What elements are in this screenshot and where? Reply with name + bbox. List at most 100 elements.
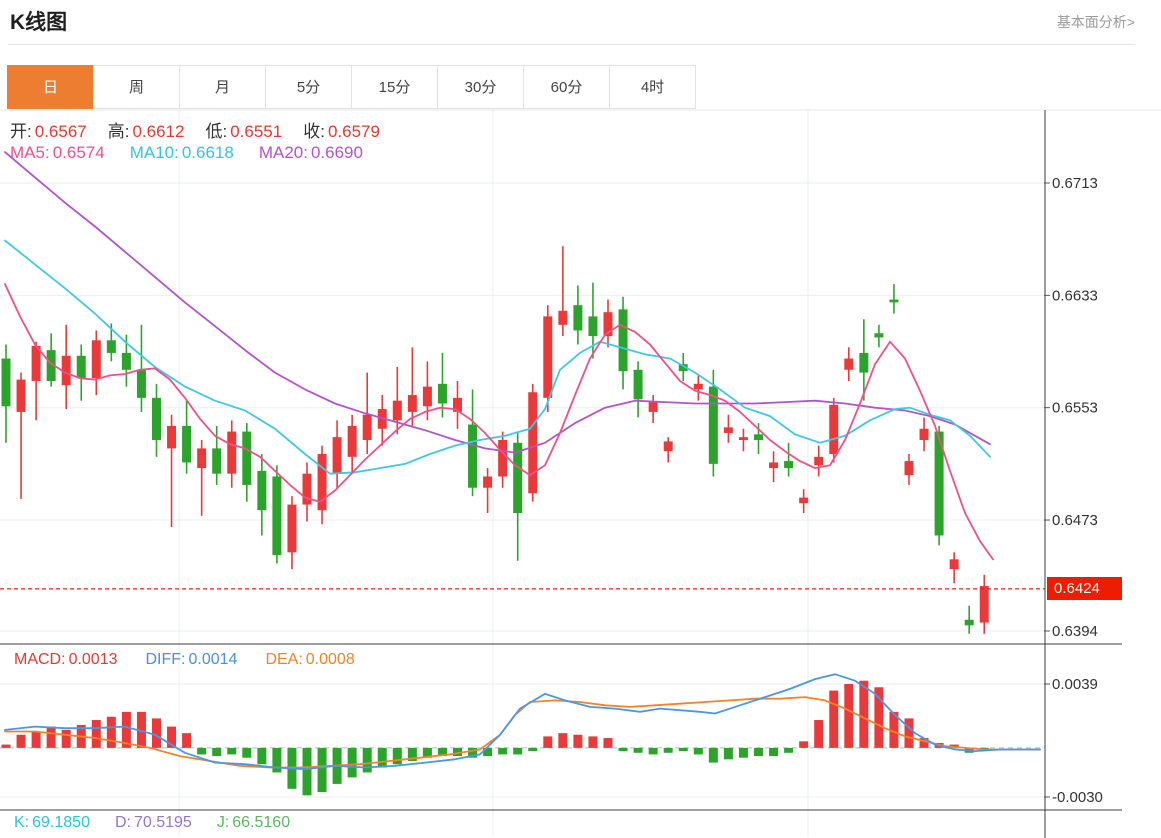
legend-d: D: 70.5195 (114, 814, 192, 831)
header-divider (8, 44, 1135, 45)
candle-body (392, 400, 402, 421)
macd-bar (46, 726, 56, 748)
macd-bar (1, 744, 11, 748)
macd-bar (708, 747, 718, 763)
legend-ma5: MA5: 0.6574 (10, 143, 105, 162)
macd-bar (754, 747, 763, 757)
macd-bar (453, 747, 462, 757)
candle-body (483, 476, 493, 488)
ohlc-legend: 开: 0.6567 高: 0.6612 低: 0.6551 收: 0.6579 (10, 117, 380, 142)
macd-bar (904, 718, 914, 748)
candle-body (919, 428, 929, 440)
macd-bar (317, 747, 327, 793)
period-tab-15分[interactable]: 15分 (351, 65, 438, 109)
candle-body (61, 355, 71, 386)
candle-body (91, 340, 101, 379)
candle-body (347, 425, 357, 457)
period-tab-月[interactable]: 月 (179, 65, 266, 109)
macd-bar (257, 747, 267, 765)
candle-body (528, 392, 538, 494)
candle-body (362, 414, 372, 440)
axis-tick-label: 0.6633 (1052, 287, 1098, 304)
candle-body (889, 299, 899, 303)
candle-body (844, 358, 854, 370)
period-tab-30分[interactable]: 30分 (437, 65, 524, 109)
axis-tick-label: 0.6553 (1052, 400, 1098, 417)
macd-bar (152, 718, 161, 748)
legend-j: J: 66.5160 (216, 814, 291, 831)
candle-body (498, 439, 508, 477)
macd-bar (784, 747, 794, 753)
candle-body (422, 386, 432, 407)
macd-bar (618, 747, 628, 752)
candle-body (16, 379, 26, 412)
axis-tick-label: 0.6713 (1052, 175, 1098, 192)
ma-legend: MA5: 0.6574 MA10: 0.6618 MA20: 0.6690 (10, 143, 363, 163)
candle-body (152, 397, 161, 440)
candle-body (979, 586, 989, 623)
legend-dea: DEA: 0.0008 (265, 651, 355, 668)
candle-body (513, 442, 523, 514)
macd-bar (437, 747, 447, 757)
period-tab-5分[interactable]: 5分 (265, 65, 352, 109)
candle-body (242, 431, 252, 485)
candle-body (603, 312, 613, 337)
macd-bar (242, 747, 252, 758)
candle-body (829, 404, 839, 455)
macd-legend: MACD: 0.0013 DIFF: 0.0014 DEA: 0.0008 (14, 651, 355, 669)
macd-bar (844, 684, 854, 748)
macd-bar (889, 711, 899, 748)
candle-body (106, 340, 116, 353)
candle-body (784, 461, 794, 469)
macd-bar (648, 747, 658, 755)
legend-high: 高: 0.6612 (107, 122, 185, 141)
legend-close: 收: 0.6579 (303, 122, 380, 141)
legend-ma10: MA10: 0.6618 (129, 143, 234, 162)
fundamental-analysis-link[interactable]: 基本面分析> (1056, 14, 1135, 30)
period-tab-60分[interactable]: 60分 (523, 65, 610, 109)
macd-bar (498, 747, 508, 755)
macd-bar (513, 747, 523, 755)
macd-bar (422, 747, 432, 758)
macd-bar (302, 747, 312, 796)
candle-body (904, 461, 914, 476)
legend-open: 开: 0.6567 (10, 122, 87, 141)
candle-body (46, 350, 56, 382)
axis-tick-label: 0.0039 (1052, 676, 1098, 693)
legend-k: K: 69.1850 (14, 814, 90, 831)
macd-bar (588, 736, 598, 748)
macd-bar (633, 747, 643, 753)
candle-body (964, 619, 974, 626)
candle-body (543, 316, 553, 398)
candle-body (227, 431, 237, 474)
legend-diff: DIFF: 0.0014 (145, 651, 238, 668)
period-tab-日[interactable]: 日 (7, 65, 94, 109)
period-tab-4时[interactable]: 4时 (609, 65, 696, 109)
candle-body (663, 441, 673, 452)
macd-bar (558, 733, 568, 748)
candle-body (212, 448, 222, 474)
kdj-legend: K: 69.1850 D: 70.5195 J: 66.5160 (14, 814, 290, 832)
macd-bar (347, 747, 357, 778)
macd-bar (212, 747, 222, 757)
candle-body (197, 448, 207, 469)
macd-bar (167, 726, 177, 748)
macd-bar (663, 747, 673, 753)
macd-bar (91, 720, 101, 748)
period-tab-周[interactable]: 周 (93, 65, 180, 109)
candle-body (769, 462, 779, 469)
macd-bar (106, 716, 116, 748)
macd-bar (723, 747, 733, 760)
candle-body (618, 309, 628, 372)
candle-body (693, 383, 703, 390)
candle-body (633, 369, 643, 400)
candle-body (332, 437, 342, 474)
candle-body (167, 425, 177, 449)
candle-body (121, 352, 131, 370)
macd-bar (468, 747, 478, 758)
candle-body (31, 345, 41, 382)
candle-body (437, 383, 447, 404)
macd-bar (769, 747, 779, 757)
candle-body (723, 427, 733, 433)
